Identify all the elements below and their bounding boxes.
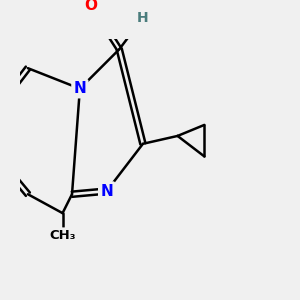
Text: N: N [74,81,86,96]
Text: O: O [84,0,98,13]
Text: CH₃: CH₃ [49,229,76,242]
Text: H: H [137,11,149,25]
Text: N: N [100,184,113,199]
